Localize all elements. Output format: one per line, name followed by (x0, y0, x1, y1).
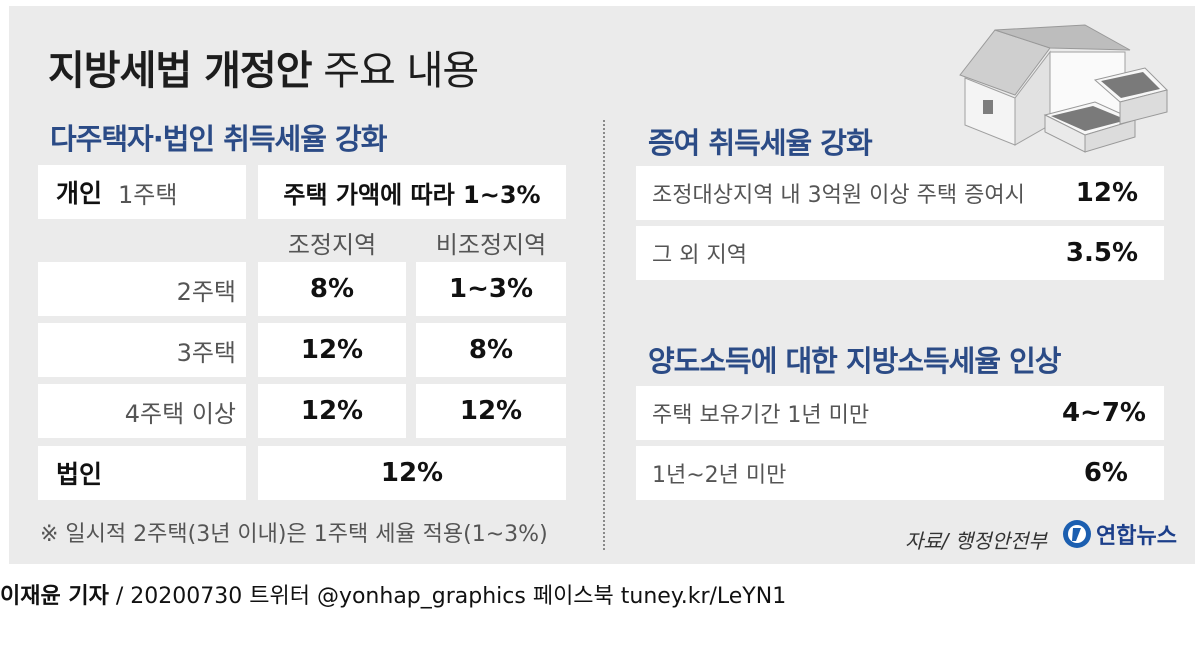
table-row-label-box: 3주택 (38, 323, 246, 377)
gift-section-heading: 증여 취득세율 강화 (648, 126, 873, 160)
cell-value: 12% (300, 396, 364, 426)
gift-row: 조정대상지역 내 3억원 이상 주택 증여시 12% (636, 166, 1164, 220)
corporate-label: 법인 (56, 460, 103, 489)
table-cell-adjusted: 12% (258, 384, 406, 438)
cell-value: 12% (300, 335, 364, 365)
yonhap-logo-icon (1063, 520, 1091, 548)
gift-row-label: 조정대상지역 내 3억원 이상 주택 증여시 (652, 183, 1025, 208)
cell-value: 8% (309, 274, 355, 304)
credit-line: 이재윤 기자 / 20200730 트위터 @yonhap_graphics 페… (0, 578, 786, 610)
title-light: 주요 내용 (323, 48, 479, 94)
house-and-money-icon (959, 24, 1168, 153)
yonhap-logo: 연합뉴스 (1062, 518, 1177, 550)
transfer-row-value: 6% (1083, 458, 1128, 488)
cell-value: 12% (459, 396, 523, 426)
gift-row-label: 그 외 지역 (652, 243, 747, 268)
row-label: 2주택 (176, 277, 236, 306)
transfer-row-label: 1년~2년 미만 (652, 463, 787, 488)
transfer-row: 1년~2년 미만 6% (636, 446, 1164, 500)
table-cell-non-adjusted: 12% (416, 384, 566, 438)
transfer-section-heading: 양도소득에 대한 지방소득세율 인상 (648, 344, 1061, 378)
credit-author: 이재윤 기자 (0, 584, 109, 609)
logo-text: 연합뉴스 (1096, 524, 1177, 549)
table-cell-non-adjusted: 1~3% (416, 262, 566, 316)
one-home-label: 1주택 (118, 180, 178, 209)
col-header-non-adjusted: 비조정지역 (435, 230, 547, 259)
corporate-label-box: 법인 (38, 446, 246, 500)
row-label: 3주택 (176, 338, 236, 367)
table-row-label-box: 4주택 이상 (38, 384, 246, 438)
left-section-heading: 다주택자·법인 취득세율 강화 (50, 122, 387, 156)
corporate-value-box: 12% (258, 446, 566, 500)
transfer-row: 주택 보유기간 1년 미만 4~7% (636, 386, 1164, 440)
footnote: ※ 일시적 2주택(3년 이내)은 1주택 세율 적용(1~3%) (40, 522, 548, 547)
individual-label: 개인 (56, 179, 103, 208)
table-row-label-box: 2주택 (38, 262, 246, 316)
individual-one-home-label-box: 개인 1주택 (38, 165, 246, 219)
title-bold: 지방세법 개정안 (48, 48, 313, 94)
table-cell-adjusted: 12% (258, 323, 406, 377)
table-cell-adjusted: 8% (258, 262, 406, 316)
gift-row: 그 외 지역 3.5% (636, 226, 1164, 280)
row-label: 4주택 이상 (124, 399, 236, 428)
one-home-value: 주택 가액에 따라 1~3% (283, 180, 541, 209)
gift-row-value: 3.5% (1065, 238, 1138, 268)
page-title: 지방세법 개정안 주요 내용 (48, 38, 479, 96)
transfer-row-value: 4~7% (1061, 398, 1146, 428)
cell-value: 1~3% (448, 274, 534, 304)
table-cell-non-adjusted: 8% (416, 323, 566, 377)
cell-value: 8% (468, 335, 514, 365)
section-divider (603, 120, 605, 550)
col-header-adjusted: 조정지역 (287, 230, 377, 259)
source-text: 자료/ 행정안전부 (905, 529, 1047, 553)
credit-rest: / 20200730 트위터 @yonhap_graphics 페이스북 tun… (108, 584, 787, 609)
transfer-row-label: 주택 보유기간 1년 미만 (652, 403, 870, 428)
gift-row-value: 12% (1075, 178, 1138, 208)
one-home-value-box: 주택 가액에 따라 1~3% (258, 165, 566, 219)
corporate-value: 12% (380, 458, 444, 488)
